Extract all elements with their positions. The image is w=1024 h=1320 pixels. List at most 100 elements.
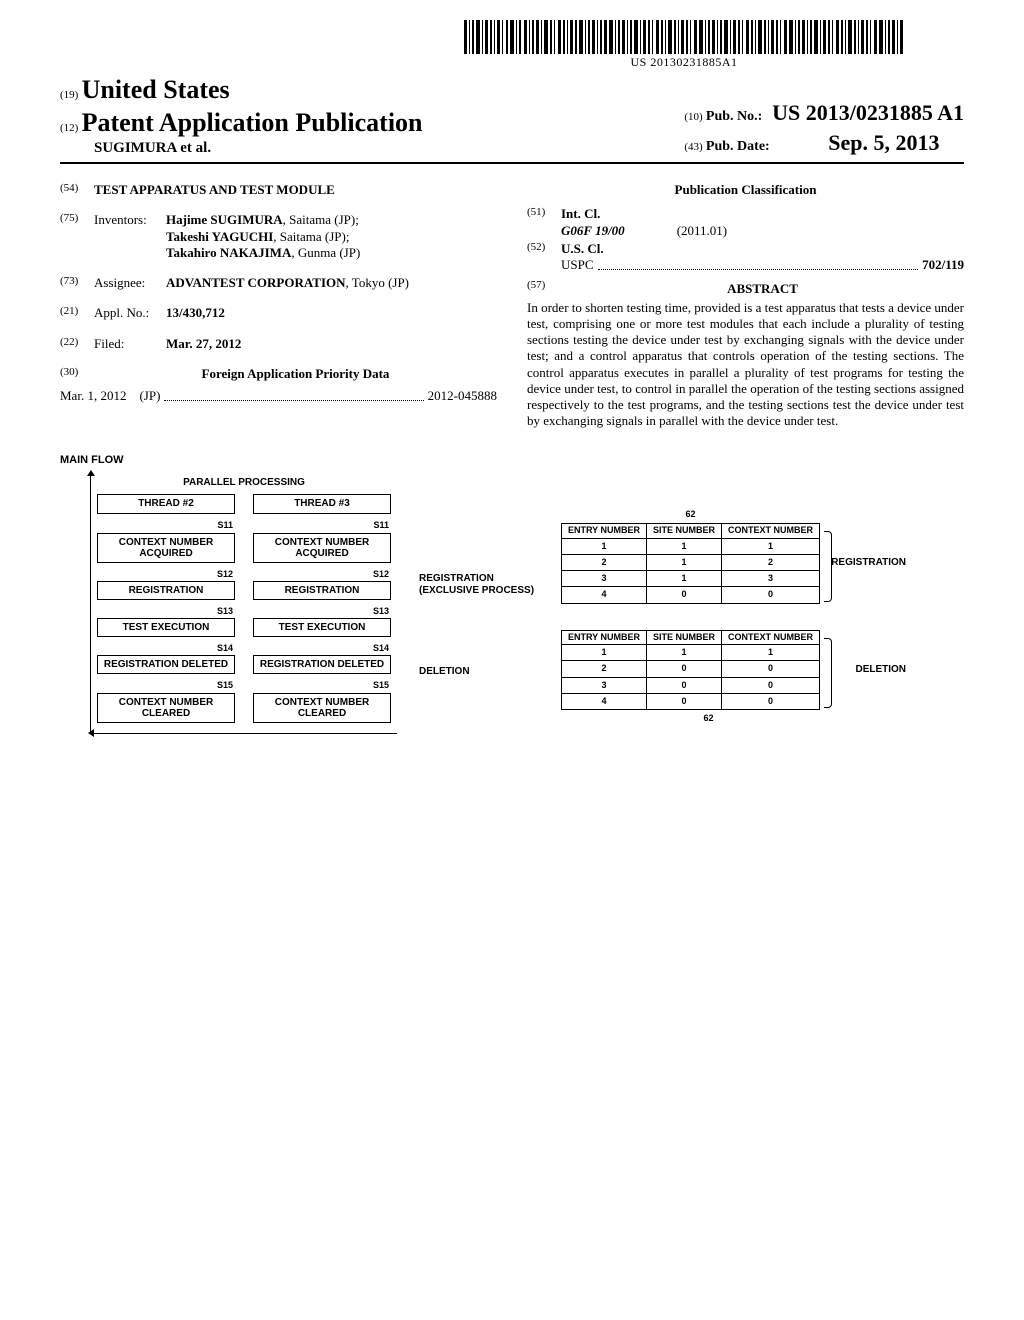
th-entry: ENTRY NUMBER (562, 630, 647, 644)
step-s14-label: S14 (373, 643, 389, 653)
pubno-label: Pub. No.: (706, 109, 762, 124)
main-flow-label: MAIN FLOW (60, 454, 964, 468)
field-54-num: (54) (60, 182, 94, 198)
registration-table: ENTRY NUMBERSITE NUMBERCONTEXT NUMBER 11… (561, 523, 820, 603)
barcode-text: US 20130231885A1 (464, 55, 904, 70)
field-43-num: (43) (684, 141, 702, 155)
step-registration-deleted: REGISTRATION DELETED (97, 655, 235, 674)
deletion-table-wrap: ENTRY NUMBERSITE NUMBERCONTEXT NUMBER 11… (561, 630, 820, 710)
table-row: 400 (562, 693, 820, 709)
table-ref-62-top: 62 (686, 509, 696, 520)
field-10-num: (10) (684, 111, 702, 125)
step-s15-label: S15 (217, 680, 233, 690)
step-test-execution: TEST EXECUTION (253, 618, 391, 637)
th-context: CONTEXT NUMBER (722, 630, 820, 644)
uspc-label: USPC (561, 257, 594, 273)
table-row: 200 (562, 661, 820, 677)
abstract-text: In order to shorten testing time, provid… (527, 300, 964, 430)
inventor-2-loc: , Saitama (JP); (273, 229, 349, 244)
step-registration: REGISTRATION (253, 581, 391, 600)
brace-icon (824, 638, 832, 708)
filed-label: Filed: (94, 336, 166, 352)
priority-cc: (JP) (139, 388, 160, 404)
applno-value: 13/430,712 (166, 305, 497, 321)
step-registration: REGISTRATION (97, 581, 235, 600)
step-context-acquired: CONTEXT NUMBER ACQUIRED (97, 533, 235, 563)
th-context: CONTEXT NUMBER (722, 524, 820, 538)
assignee-loc: , Tokyo (JP) (346, 275, 410, 290)
field-21-num: (21) (60, 305, 94, 321)
step-s11-label: S11 (217, 520, 233, 530)
mid-registration-label: REGISTRATION (EXCLUSIVE PROCESS) (419, 573, 539, 596)
table-row: 300 (562, 677, 820, 693)
intcl-version: (2011.01) (677, 223, 727, 238)
deletion-table: ENTRY NUMBERSITE NUMBERCONTEXT NUMBER 11… (561, 630, 820, 710)
diagram: MAIN FLOW PARALLEL PROCESSING THREAD #2 … (60, 454, 964, 748)
dotted-leader (598, 269, 919, 270)
pubdate-value: Sep. 5, 2013 (828, 130, 939, 155)
abstract-heading: ABSTRACT (561, 281, 964, 297)
priority-title: Foreign Application Priority Data (94, 366, 497, 382)
thread-2-column: THREAD #2 S11 CONTEXT NUMBER ACQUIRED S1… (97, 494, 235, 723)
inventor-2: Takeshi YAGUCHI (166, 229, 273, 244)
field-19-num: (19) (60, 89, 78, 103)
field-52-num: (52) (527, 241, 561, 274)
field-22-num: (22) (60, 336, 94, 352)
inventor-1-loc: , Saitama (JP); (283, 212, 359, 227)
th-site: SITE NUMBER (647, 524, 722, 538)
inventors-label: Inventors: (94, 212, 166, 261)
step-s12-label: S12 (217, 569, 233, 579)
field-30-num: (30) (60, 366, 94, 382)
country: United States (82, 75, 230, 104)
step-s12-label: S12 (373, 569, 389, 579)
barcode: US 20130231885A1 (464, 20, 904, 70)
left-column: (54) TEST APPARATUS AND TEST MODULE (75)… (60, 182, 497, 430)
right-column: Publication Classification (51) Int. Cl.… (527, 182, 964, 430)
field-12-num: (12) (60, 122, 78, 136)
step-s11-label: S11 (373, 520, 389, 530)
pubdate-label: Pub. Date: (706, 139, 770, 154)
table-row: 313 (562, 571, 820, 587)
step-s15-label: S15 (373, 680, 389, 690)
parallel-processing-title: PARALLEL PROCESSING (97, 477, 391, 490)
invention-title: TEST APPARATUS AND TEST MODULE (94, 182, 497, 198)
priority-row: Mar. 1, 2012 (JP) 2012-045888 (60, 388, 497, 404)
priority-date: Mar. 1, 2012 (60, 388, 126, 404)
uscl-label: U.S. Cl. (561, 241, 964, 257)
pubno-value: US 2013/0231885 A1 (772, 100, 964, 125)
dotted-leader (164, 400, 423, 401)
intcl-code: G06F 19/00 (561, 223, 625, 238)
table-row: 111 (562, 538, 820, 554)
step-s13-label: S13 (373, 606, 389, 616)
threads-outer-frame: PARALLEL PROCESSING THREAD #2 S11 CONTEX… (90, 473, 397, 733)
mid-deletion-label: DELETION (419, 666, 539, 678)
thread-3-head: THREAD #3 (253, 494, 391, 515)
brace-registration-label: REGISTRATION (831, 557, 906, 570)
inventor-1: Hajime SUGIMURA (166, 212, 283, 227)
inventor-3-loc: , Gunma (JP) (291, 245, 360, 260)
inventors-body: Hajime SUGIMURA, Saitama (JP); Takeshi Y… (166, 212, 497, 261)
registration-table-wrap: 62 ENTRY NUMBERSITE NUMBERCONTEXT NUMBER… (561, 523, 820, 603)
field-75-num: (75) (60, 212, 94, 261)
assignee-label: Assignee: (94, 275, 166, 291)
header: (19) United States (12) Patent Applicati… (60, 74, 964, 164)
field-51-num: (51) (527, 206, 561, 239)
table-row: 111 (562, 645, 820, 661)
authors: SUGIMURA et al. (94, 139, 423, 158)
mid-labels: REGISTRATION (EXCLUSIVE PROCESS) DELETIO… (419, 473, 539, 748)
step-context-acquired: CONTEXT NUMBER ACQUIRED (253, 533, 391, 563)
table-ref-62-bottom: 62 (703, 713, 713, 724)
step-context-cleared: CONTEXT NUMBER CLEARED (97, 693, 235, 723)
th-site: SITE NUMBER (647, 630, 722, 644)
applno-label: Appl. No.: (94, 305, 166, 321)
field-57-num: (57) (527, 279, 561, 299)
intcl-label: Int. Cl. (561, 206, 964, 222)
step-test-execution: TEST EXECUTION (97, 618, 235, 637)
classification-title: Publication Classification (527, 182, 964, 198)
table-row: 212 (562, 554, 820, 570)
assignee-body: ADVANTEST CORPORATION, Tokyo (JP) (166, 275, 497, 291)
uspc-value: 702/119 (922, 257, 964, 273)
inventor-3: Takahiro NAKAJIMA (166, 245, 291, 260)
assignee-name: ADVANTEST CORPORATION (166, 275, 346, 290)
pub-title: Patent Application Publication (82, 108, 423, 137)
